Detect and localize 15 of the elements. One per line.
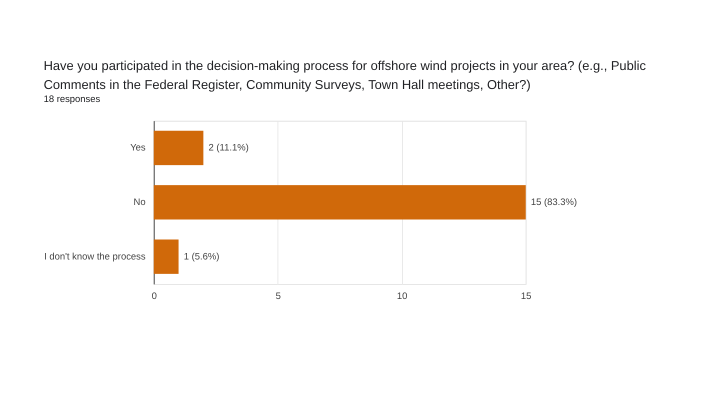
x-tick-label: 15 [520,290,532,302]
data-label: 15 (83.3%) [530,196,578,208]
bar [154,130,204,166]
bar [154,240,179,274]
text: 18 responses [44,94,101,105]
y-tick-label: I don't know the process [44,251,146,262]
bar [154,185,526,220]
chart-title: Have you participated in the decision-making process for offshore wind projects in your area? (e.g., Public Comments in the Federal Register, Community Surveys, Town Hall meetings, Other?) [44,58,646,92]
x-tick-label: 5 [276,290,281,302]
data-label: 1 (5.6%) [184,251,220,262]
y-tick-label: Yes [130,142,146,154]
data-label: 2 (11.1%) [208,142,249,154]
x-tick-label: 10 [396,290,408,302]
x-tick-label: 0 [152,290,157,302]
y-tick-label: No [134,196,146,208]
